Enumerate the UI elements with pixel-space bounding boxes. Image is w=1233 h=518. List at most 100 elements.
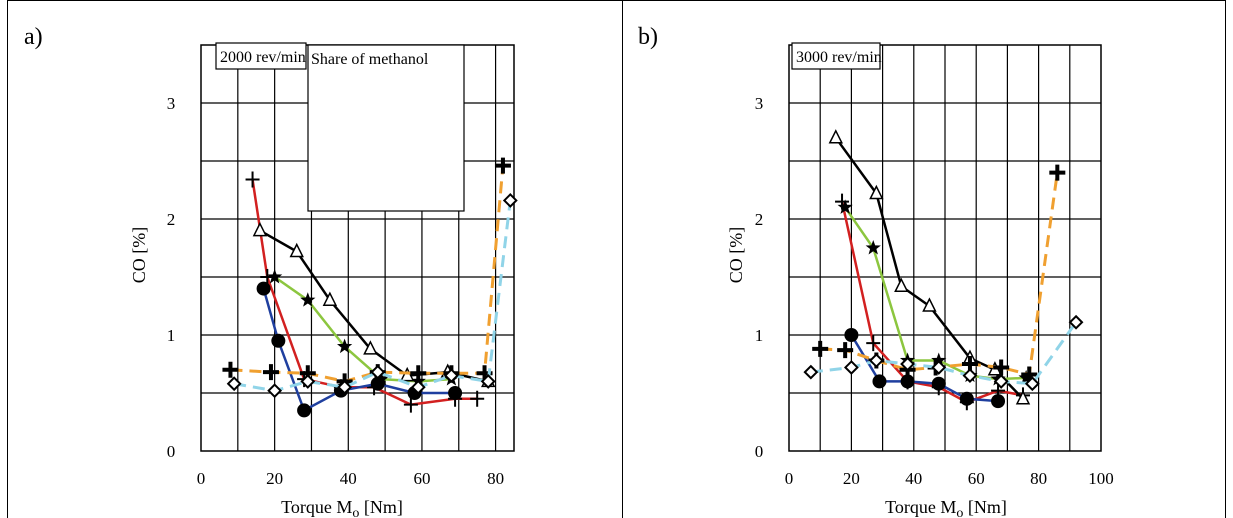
x-axis-label-sub: o [956, 506, 963, 518]
data-point-triangle [1015, 390, 1031, 405]
x-axis-label-main: Torque M [281, 497, 352, 517]
y-tick-label: 0 [755, 442, 764, 461]
data-point-thin-plus [866, 335, 881, 352]
y-axis-label: CO [%] [129, 227, 149, 284]
series-line-3 [844, 206, 1027, 381]
data-point-triangle [363, 340, 378, 355]
speed-label: 2000 rev/min [220, 49, 306, 66]
y-tick-label: 1 [167, 326, 176, 345]
data-point-diamond [993, 373, 1009, 389]
legend-title: Share of methanol [311, 51, 429, 68]
plot-area [788, 44, 1102, 452]
data-point-star [300, 292, 316, 307]
y-tick-label: 0 [167, 442, 176, 461]
data-point-diamond [502, 193, 518, 208]
data-point-diamond [931, 360, 947, 375]
data-point-thin-plus [403, 396, 418, 413]
y-tick-label: 2 [755, 210, 764, 229]
y-tick-label: 2 [167, 210, 176, 229]
y-tick-label: 1 [755, 326, 764, 345]
x-axis-label-unit: [Nm] [963, 497, 1007, 517]
data-point-star [837, 199, 853, 214]
speed-label: 3000 rev/min [796, 49, 882, 66]
series-layer [803, 129, 1084, 411]
data-point-circle [448, 386, 463, 400]
data-point-circle [900, 374, 915, 389]
data-point-bold-plus [410, 365, 427, 382]
data-point-diamond [410, 379, 426, 395]
x-tick-label: 60 [413, 469, 430, 488]
data-point-star [373, 371, 390, 386]
data-point-triangle [289, 242, 304, 258]
x-tick-label: 40 [905, 469, 922, 488]
data-point-triangle [922, 297, 937, 312]
data-point-diamond [843, 360, 859, 375]
x-axis-label: Torque Mo [Nm] [885, 497, 1007, 518]
data-point-circle [991, 394, 1006, 409]
data-point-diamond [443, 368, 459, 384]
x-axis-label-main: Torque M [885, 497, 956, 517]
series-line-3 [273, 275, 452, 383]
data-point-circle [256, 281, 271, 296]
data-point-diamond [226, 376, 242, 392]
data-point-star [931, 352, 947, 367]
panel-label: a) [24, 24, 43, 50]
data-point-triangle [894, 277, 909, 293]
data-point-circle [844, 328, 859, 342]
x-tick-label: 60 [968, 469, 985, 488]
data-point-triangle [399, 366, 415, 382]
panel-label: b) [638, 24, 658, 50]
data-point-bold-plus [494, 157, 511, 174]
data-point-bold-plus [222, 361, 239, 378]
data-point-circle [959, 391, 974, 406]
x-tick-labels: 0 20 40 60 80 [197, 469, 504, 488]
data-point-star [267, 269, 283, 284]
speed-label-box [791, 42, 881, 70]
data-point-bold-plus [993, 359, 1010, 376]
data-point-triangle [322, 291, 338, 306]
data-point-star [865, 240, 881, 255]
data-point-diamond [1068, 314, 1084, 330]
data-point-diamond [868, 353, 884, 368]
x-axis-label: Torque Mo [Nm] [281, 497, 403, 518]
data-point-triangle [828, 129, 844, 144]
x-tick-label: 20 [843, 469, 860, 488]
series-layer [222, 157, 518, 418]
legend-box [307, 44, 465, 212]
panel-b-frame [622, 0, 1226, 518]
series-line-6 [233, 200, 512, 393]
data-point-bold-plus [1049, 164, 1066, 181]
x-tick-label: 40 [340, 469, 357, 488]
data-point-diamond [803, 364, 819, 380]
data-point-triangle [869, 184, 884, 200]
data-point-star [1018, 369, 1034, 385]
speed-label-box [215, 42, 307, 70]
x-tick-label: 80 [487, 469, 504, 488]
series-line-1 [251, 179, 478, 406]
x-tick-label: 0 [197, 469, 206, 488]
data-point-diamond [337, 379, 353, 395]
x-axis-label-sub: o [352, 506, 359, 518]
data-point-diamond [300, 373, 316, 389]
data-point-bold-plus [837, 342, 854, 359]
y-tick-labels: 0 1 2 3 [167, 94, 176, 461]
data-point-circle [271, 333, 286, 348]
x-tick-label: 100 [1088, 469, 1114, 488]
x-axis-label-unit: [Nm] [359, 497, 403, 517]
data-point-thin-plus [470, 390, 485, 407]
x-tick-label: 80 [1030, 469, 1047, 488]
data-point-circle [297, 403, 312, 418]
data-point-circle [931, 376, 946, 391]
panel-a: a) 0 20 40 60 80 0 1 2 3 2000 rev/min Share of … [24, 24, 518, 518]
x-tick-label: 0 [785, 469, 794, 488]
data-point-diamond [962, 368, 978, 384]
panel-b: b) 0 20 40 60 80 100 0 1 2 3 3000 rev/min CO [%]… [638, 24, 1114, 518]
data-point-thin-plus [245, 171, 260, 188]
data-point-diamond [370, 364, 386, 380]
x-tick-labels: 0 20 40 60 80 100 [785, 469, 1114, 488]
data-point-circle [872, 374, 887, 389]
data-point-bold-plus [262, 364, 279, 381]
data-point-triangle [252, 221, 268, 237]
y-axis-label: CO [%] [726, 227, 746, 284]
